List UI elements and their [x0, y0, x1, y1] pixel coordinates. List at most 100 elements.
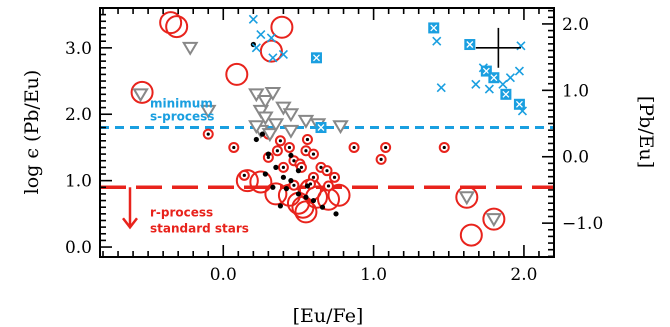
data-point-upper-limit	[248, 88, 265, 103]
r-process-label: r-process	[150, 205, 213, 219]
y-right-tick-label: 0.0	[562, 148, 589, 168]
data-point-red-ring-center	[311, 175, 316, 179]
data-point-s-process-boxed	[428, 22, 440, 34]
data-point-upper-limit	[252, 104, 270, 119]
data-point-s-process	[266, 33, 276, 43]
data-point-red-circle	[225, 62, 249, 86]
y-tick-label: 0.0	[65, 238, 92, 258]
data-point-black-dot	[310, 197, 317, 204]
data-point-red-circle	[165, 15, 189, 39]
data-point-upper-limit	[199, 104, 217, 119]
data-point-black-dot	[265, 151, 271, 157]
data-point-s-process-boxed	[310, 52, 322, 64]
data-point-red-circle	[455, 185, 479, 209]
x-tick-label: 0.0	[210, 265, 237, 285]
data-point-black-dot	[259, 131, 265, 137]
data-point-upper-limit	[485, 213, 503, 228]
data-point-black-dot	[295, 168, 302, 174]
data-point-s-process	[505, 73, 515, 83]
data-point-red-ring-center	[206, 132, 210, 136]
data-point-red-ring-center	[287, 145, 292, 150]
data-point-red-ring-center	[292, 183, 296, 187]
data-point-red-ring-center	[379, 157, 383, 161]
data-point-red-circle	[459, 223, 483, 247]
data-point-black-dot	[280, 174, 287, 180]
y-axis-right-label: [Pb/Eu]	[635, 96, 657, 168]
data-point-s-process	[251, 43, 261, 53]
data-point-s-process	[432, 36, 442, 46]
data-point-s-process-boxed	[315, 122, 327, 134]
data-point-red-circle	[249, 170, 273, 194]
data-point-upper-limit	[275, 101, 292, 116]
data-point-upper-limit	[282, 108, 300, 123]
data-point-red-ring-center	[384, 145, 388, 150]
data-point-black-dot	[333, 211, 339, 217]
data-point-red-ring-center	[278, 139, 282, 143]
data-point-upper-limit	[248, 120, 265, 135]
y-axis-label: log ϵ (Pb/Eu)	[21, 70, 43, 195]
data-point-black-dot	[295, 191, 302, 197]
data-point-upper-limit	[282, 124, 300, 139]
data-point-upper-limit	[267, 118, 285, 133]
data-point-red-ring-center	[305, 137, 310, 142]
data-point-red-circle	[259, 39, 283, 63]
data-point-s-process	[278, 49, 288, 60]
data-point-black-dot	[277, 203, 283, 209]
data-point-red-circle	[327, 183, 351, 207]
data-point-s-process	[514, 66, 524, 76]
data-point-red-circle	[130, 80, 154, 104]
s-process-label: minimum	[150, 97, 213, 111]
data-point-red-ring-center	[442, 145, 446, 150]
data-point-upper-limit	[181, 41, 199, 56]
data-point-red-ring-center	[281, 165, 286, 169]
data-point-red-circle	[159, 11, 183, 35]
data-point-black-dot	[303, 194, 309, 200]
data-point-red-ring-center	[311, 152, 316, 156]
data-point-upper-limit	[297, 114, 315, 129]
data-point-black-dot	[304, 183, 311, 189]
data-point-upper-limit	[332, 120, 349, 135]
data-point-s-process-boxed	[488, 72, 500, 84]
data-point-red-ring-center	[326, 184, 331, 188]
data-point-red-ring-center	[266, 155, 270, 159]
data-point-red-ring-center	[275, 149, 279, 153]
data-point-upper-limit	[257, 111, 274, 126]
data-point-black-dot	[273, 164, 279, 170]
data-point-red-ring-center	[319, 165, 323, 169]
data-point-red-ring-center	[292, 159, 296, 163]
data-point-s-process-boxed	[464, 39, 476, 51]
y-right-tick-label: 1.0	[562, 81, 589, 101]
reference-lines	[100, 126, 554, 190]
data-point-s-process	[436, 83, 446, 93]
x-tick-label: 2.0	[510, 265, 537, 285]
data-point-red-ring-center	[299, 165, 304, 169]
s-process-label: s-process	[150, 110, 214, 124]
data-point-upper-limit	[132, 88, 149, 103]
x-tick-label: 1.0	[360, 265, 387, 285]
data-point-upper-limit	[257, 94, 274, 109]
y-tick-label: 2.0	[65, 105, 92, 125]
data-point-red-ring-center	[242, 173, 246, 177]
data-points	[130, 11, 527, 247]
r-process-label: standard stars	[150, 221, 249, 235]
y-right-tick-label: −1.0	[562, 214, 603, 234]
data-point-red-ring-center	[352, 145, 356, 150]
y-tick-label: 1.0	[65, 172, 92, 192]
data-point-s-process	[484, 84, 494, 94]
data-point-upper-limit	[264, 86, 282, 101]
data-point-black-dot	[253, 136, 259, 143]
data-point-upper-limit	[458, 191, 476, 206]
data-point-s-process-boxed	[500, 88, 512, 100]
data-point-black-dot	[283, 186, 290, 192]
data-point-s-process	[498, 79, 508, 89]
axes: 0.0 1.0 2.0 0.0 1.0 2.0 3.0 −1.0 0.0 1.0 2.0	[65, 7, 603, 285]
data-point-s-process-boxed	[480, 65, 492, 77]
data-point-red-ring-center	[304, 149, 308, 153]
data-point-red-ring-center	[325, 169, 329, 173]
data-point-red-circle	[235, 169, 259, 193]
data-point-s-process	[256, 29, 266, 40]
data-point-black-dot	[270, 184, 276, 190]
r-process-arrowhead	[122, 217, 138, 230]
